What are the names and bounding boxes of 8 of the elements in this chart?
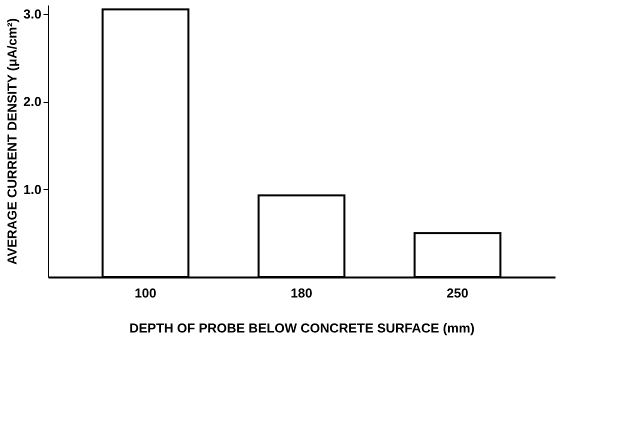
y-tick-label: 2.0: [23, 94, 42, 110]
y-tick-label: 3.0: [23, 6, 42, 22]
x-tick-label: 250: [446, 286, 468, 300]
x-tick-label: 100: [134, 286, 156, 300]
x-axis-title: DEPTH OF PROBE BELOW CONCRETE SURFACE (mm): [129, 320, 475, 336]
y-axis-title: AVERAGE CURRENT DENSITY (μA/cm²): [4, 18, 20, 265]
y-tick-label: 1.0: [23, 182, 42, 197]
x-tick-label: 180: [290, 286, 312, 300]
